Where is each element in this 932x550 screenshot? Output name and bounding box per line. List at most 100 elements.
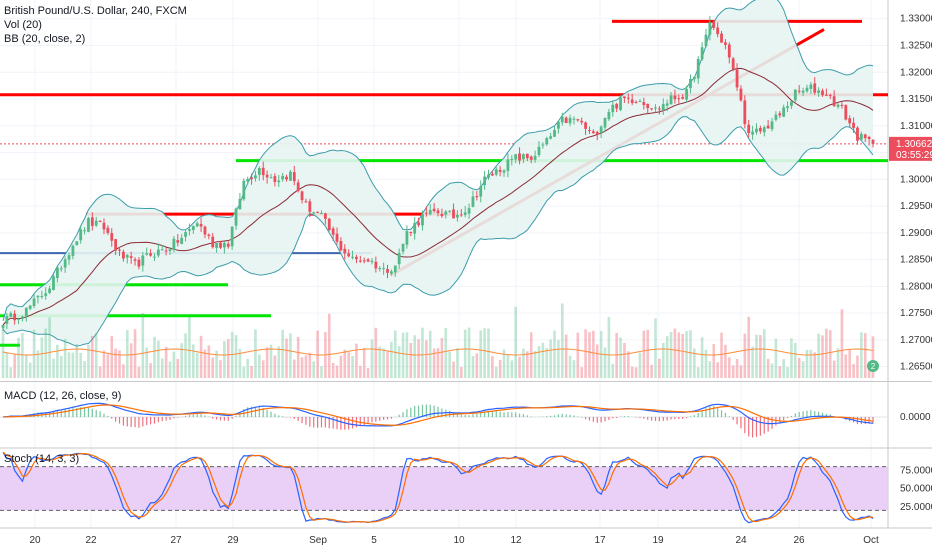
- candle-body: [316, 211, 319, 213]
- volume-bar: [541, 342, 545, 378]
- price-tick: 1.26500: [900, 362, 932, 373]
- candle-body: [160, 249, 164, 251]
- candle-body: [320, 213, 323, 215]
- candle-body: [871, 139, 875, 144]
- volume-bar: [537, 345, 541, 378]
- candle-body: [852, 122, 855, 128]
- candle-body: [145, 253, 149, 255]
- stoch-tick: 25.0000: [900, 502, 932, 513]
- volume-bar: [273, 355, 277, 378]
- candle-body: [199, 223, 203, 227]
- candle-body: [863, 134, 867, 139]
- candle-body: [790, 101, 793, 106]
- candle-body: [778, 113, 782, 116]
- candle-body: [840, 104, 844, 106]
- candle-body: [557, 121, 560, 129]
- candle-body: [650, 108, 654, 110]
- candle-body: [786, 106, 789, 109]
- candle-body: [743, 100, 747, 125]
- candle-body: [374, 261, 378, 269]
- volume-bar: [316, 330, 319, 378]
- volume-bar: [755, 334, 758, 378]
- candle-body: [727, 44, 731, 58]
- volume-bar: [661, 342, 665, 378]
- volume-bar: [125, 330, 129, 378]
- volume-bar: [669, 331, 673, 378]
- symbol-legend[interactable]: British Pound/U.S. Dollar, 240, FXCM Vol…: [4, 4, 187, 46]
- volume-bar: [627, 351, 630, 378]
- vol-legend[interactable]: Vol (20): [4, 19, 42, 31]
- volume-bar: [425, 340, 428, 378]
- candle-body: [824, 94, 828, 96]
- candle-body: [203, 226, 207, 235]
- candles: [1, 16, 875, 331]
- macd-legend[interactable]: MACD (12, 26, close, 9): [4, 390, 122, 402]
- candle-body: [498, 169, 502, 172]
- volume-bar: [397, 346, 401, 378]
- time-tick: 29: [227, 535, 239, 546]
- candle-body: [55, 267, 59, 278]
- candle-body: [5, 316, 9, 324]
- candle-body: [436, 210, 440, 213]
- candle-body: [44, 293, 48, 296]
- bollinger-bands: [2, 0, 874, 347]
- volume-bar: [840, 309, 844, 378]
- candle-body: [335, 233, 339, 242]
- candle-body: [24, 307, 28, 316]
- candle-body: [397, 252, 401, 265]
- candle-body: [619, 97, 622, 110]
- volume-bar: [836, 348, 840, 378]
- candle-body: [347, 253, 351, 257]
- volume-bar: [654, 318, 657, 378]
- volume-bar: [296, 336, 300, 378]
- volume-bar: [48, 317, 51, 378]
- candle-body: [692, 76, 696, 80]
- volume-bar: [277, 346, 281, 378]
- volume-bar: [153, 336, 156, 378]
- candle-body: [125, 254, 129, 258]
- bb-legend[interactable]: BB (20, close, 2): [4, 33, 86, 45]
- volume-bar: [300, 357, 304, 378]
- candle-body: [362, 260, 366, 262]
- volume-bar: [467, 327, 471, 378]
- volume-bar: [413, 335, 416, 378]
- volume-bar: [456, 348, 459, 378]
- volume-bar: [281, 329, 284, 378]
- candle-body: [180, 237, 184, 244]
- volume-bar: [145, 347, 149, 378]
- candle-body: [172, 238, 176, 250]
- volume-bar: [584, 329, 587, 378]
- candle-body: [428, 209, 432, 215]
- symbol-title: British Pound/U.S. Dollar, 240, FXCM: [4, 5, 187, 17]
- candle-body: [638, 101, 642, 103]
- candle-body: [343, 248, 347, 254]
- price-tick: 1.33000: [900, 14, 932, 25]
- volume-bar: [642, 330, 646, 378]
- candle-body: [242, 180, 246, 200]
- volume-bar: [25, 354, 28, 378]
- candle-body: [634, 102, 638, 104]
- volume-bar: [727, 357, 731, 378]
- candle-body: [110, 233, 114, 241]
- volume-bar: [386, 351, 389, 378]
- volume-bar: [343, 349, 347, 378]
- candle-body: [304, 201, 308, 203]
- candle-body: [696, 58, 700, 79]
- candle-body: [59, 268, 63, 270]
- volume-bar: [203, 349, 207, 378]
- volume-bar: [331, 362, 335, 378]
- candle-body: [533, 155, 537, 160]
- candle-body: [421, 214, 424, 226]
- volume-bar: [460, 366, 463, 378]
- volume-bar: [766, 358, 770, 378]
- stoch-legend[interactable]: Stoch (14, 3, 3): [4, 453, 80, 465]
- volume-bar: [63, 338, 67, 378]
- volume-bar: [852, 363, 855, 378]
- volume-bar: [137, 366, 141, 378]
- volume-bar: [17, 337, 20, 378]
- price-tick: 1.29500: [900, 201, 932, 212]
- panes: [0, 0, 932, 529]
- candle-body: [611, 104, 615, 113]
- volume-bar: [94, 332, 98, 378]
